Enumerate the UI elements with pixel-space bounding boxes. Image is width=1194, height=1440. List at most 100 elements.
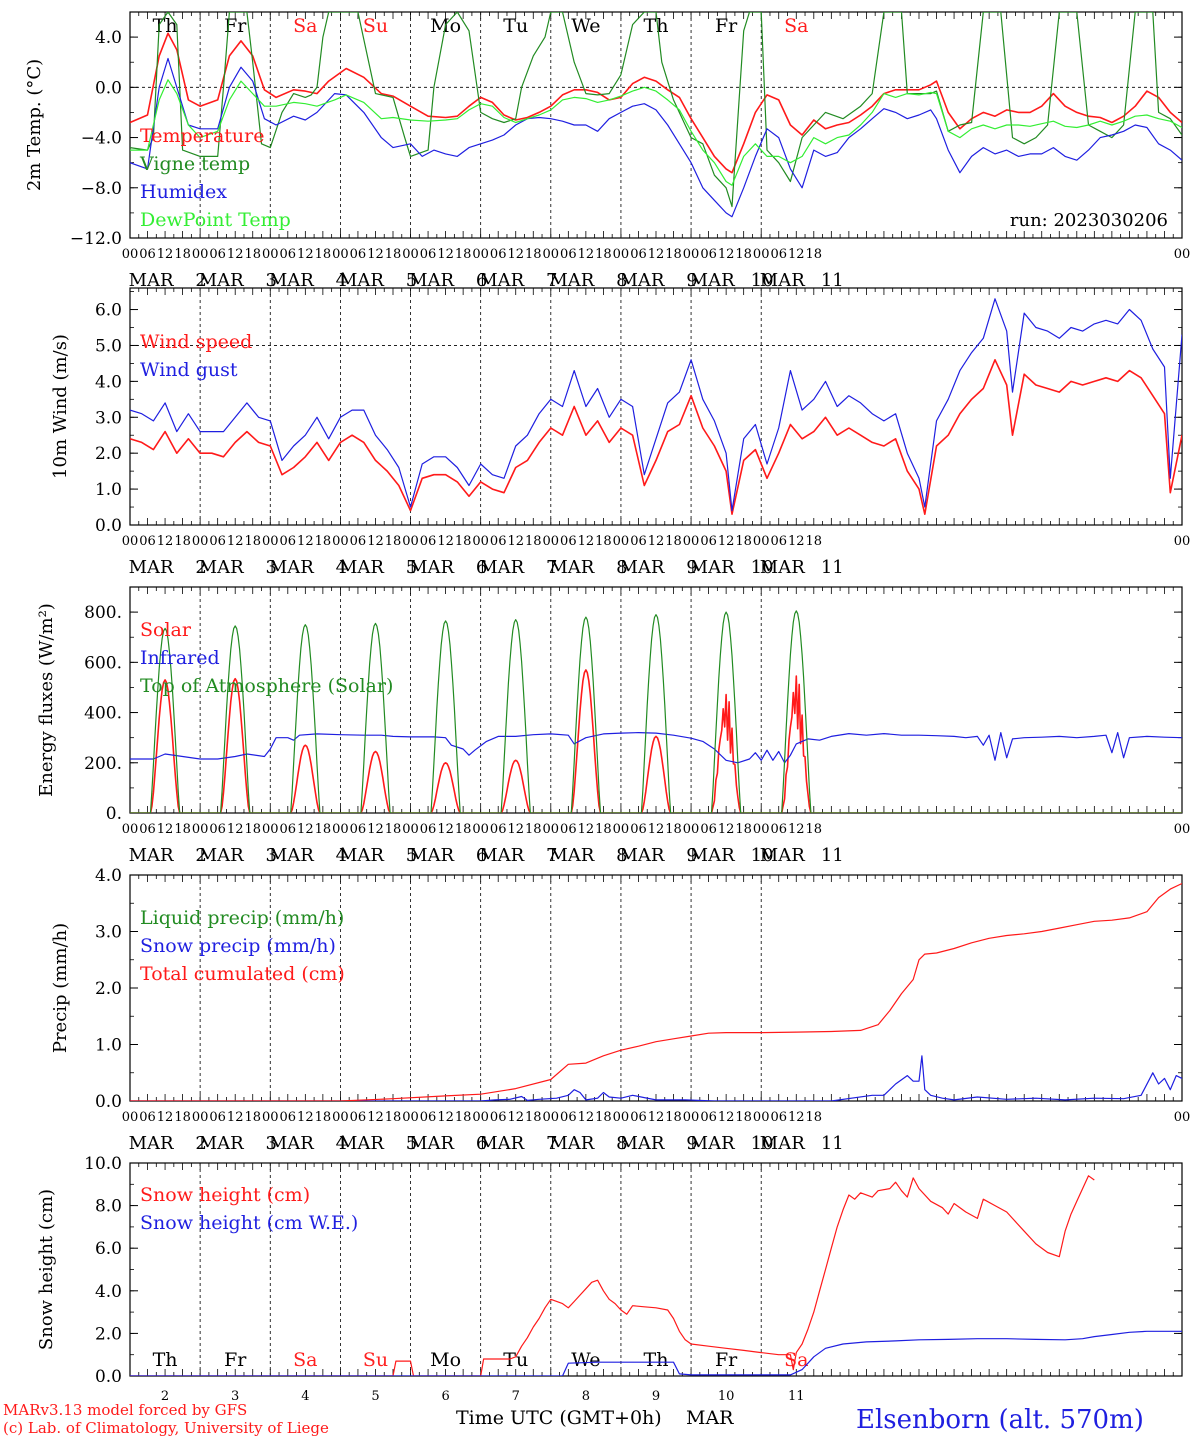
x-hour-tick-label: 12 (788, 534, 805, 549)
x-hour-tick-label: 06 (490, 822, 507, 837)
x-hour-tick-label: 12 (367, 822, 384, 837)
legend-entry: Vigne temp (139, 153, 250, 175)
plot-frame (129, 11, 1183, 239)
y-tick-label: 6.0 (95, 301, 122, 321)
weekday-label: Su (363, 15, 388, 37)
x-month-label: MAR (479, 1133, 524, 1154)
x-date-tick-label: 11 (788, 1389, 805, 1404)
x-hour-tick-label: 00 (472, 822, 489, 837)
x-hour-tick-label: 18 (525, 822, 542, 837)
x-date-label: 6 (476, 270, 487, 291)
y-tick-label: 0.0 (95, 1092, 122, 1112)
x-hour-tick-label: 06 (490, 1110, 507, 1125)
series-group (130, 12, 1182, 218)
x-hour-tick-label: 12 (227, 822, 244, 837)
x-hour-tick-label: 12 (648, 822, 665, 837)
x-hour-tick-label: 12 (507, 534, 524, 549)
x-hour-tick-label: 18 (174, 1110, 191, 1125)
x-hour-tick-label: 06 (209, 822, 226, 837)
x-date-label: 3 (265, 557, 276, 578)
y-tick-label: 0.0 (95, 1367, 122, 1387)
x-hour-tick-label: 18 (806, 822, 823, 837)
x-date-label: 11 (821, 1133, 844, 1154)
x-hour-tick-label: 00 (683, 534, 700, 549)
x-date-label: 8 (616, 1133, 627, 1154)
x-hour-tick-label: 06 (420, 247, 437, 262)
x-month-label: MAR (129, 1133, 174, 1154)
x-month-label: MAR (199, 557, 244, 578)
x-hour-tick-label: 00 (262, 1110, 279, 1125)
legend-entry: Temperature (140, 125, 264, 147)
x-hour-tick-label: 06 (700, 534, 717, 549)
x-month-label: MAR (409, 270, 454, 291)
x-date-label: 2 (195, 270, 206, 291)
y-axis-title: Precip (mm/h) (50, 923, 71, 1053)
series-line-total-cumulated-cm- (130, 882, 1182, 1101)
x-hour-tick-label: 00 (192, 247, 209, 262)
x-date-label: 11 (821, 270, 844, 291)
x-hour-tick-label: 06 (770, 534, 787, 549)
x-date-tick-label: 2 (161, 1389, 169, 1404)
x-hour-tick-label: 06 (420, 534, 437, 549)
x-date-label: 5 (406, 845, 417, 866)
x-hour-tick-label: 12 (788, 247, 805, 262)
x-hour-tick-label: 06 (630, 822, 647, 837)
x-hour-tick-label: 00 (402, 822, 419, 837)
x-hour-tick-label: 06 (280, 1110, 297, 1125)
x-date-label: 4 (336, 845, 347, 866)
x-hour-tick-label: 18 (665, 822, 682, 837)
x-hour-tick-label: 12 (297, 247, 314, 262)
x-hour-tick-label: 00 (753, 1110, 770, 1125)
x-date-label: 3 (265, 1133, 276, 1154)
x-hour-tick-label: 06 (350, 534, 367, 549)
y-tick-label: 800. (84, 603, 122, 623)
x-hour-tick-label: 18 (595, 534, 612, 549)
weekday-label: We (571, 1349, 600, 1371)
x-hour-tick-label: 06 (490, 247, 507, 262)
x-hour-tick-label: 12 (578, 247, 595, 262)
x-date-tick-label: 7 (512, 1389, 520, 1404)
weekday-label: Su (363, 1349, 388, 1371)
y-tick-label: −4.0 (81, 129, 122, 149)
x-hour-tick-label: 06 (350, 1110, 367, 1125)
x-hour-tick-label: 06 (420, 822, 437, 837)
x-hour-tick-label: 18 (665, 534, 682, 549)
y-tick-label: 200. (84, 754, 122, 774)
chart-panel-1: −12.0−8.0−4.00.04.02m Temp. (°C)00 06 12 18… (24, 11, 1190, 291)
x-hour-tick-label: 06 (560, 1110, 577, 1125)
x-date-label: 8 (616, 270, 627, 291)
x-hour-tick-label: 18 (315, 1110, 332, 1125)
x-hour-tick-label: 06 (209, 1110, 226, 1125)
x-month-label: MAR (760, 270, 805, 291)
weekday-label: Fr (715, 1349, 738, 1371)
x-hour-tick-label: 12 (437, 822, 454, 837)
x-hour-tick-label: 12 (227, 247, 244, 262)
series-line-snow-precip-mm-h- (130, 1055, 1182, 1101)
x-hour-tick-label: 12 (157, 822, 174, 837)
x-date-tick-label: 3 (231, 1389, 239, 1404)
series-line-wind-gust (130, 298, 1182, 512)
y-axis-title: Snow height (cm) (36, 1189, 57, 1350)
legend-entry: Infrared (140, 647, 220, 669)
y-tick-label: 8.0 (95, 1197, 122, 1217)
x-date-label: 9 (686, 270, 697, 291)
x-month-label: MAR (199, 270, 244, 291)
x-hour-tick-label: 00 (753, 822, 770, 837)
y-tick-label: 10.0 (84, 1154, 122, 1174)
weekday-label: Sa (293, 1349, 317, 1371)
x-hour-tick-label: 00 (472, 534, 489, 549)
x-date-label: 2 (195, 1133, 206, 1154)
x-hour-tick-label: 06 (630, 247, 647, 262)
x-hour-tick-label: 06 (420, 1110, 437, 1125)
series-line-wind-speed (130, 359, 1182, 515)
y-axis-title: 10m Wind (m/s) (50, 334, 71, 479)
x-hour-tick-label: 00 (122, 1110, 139, 1125)
x-hour-tick-label: 06 (700, 1110, 717, 1125)
legend-entry: Liquid precip (mm/h) (140, 907, 344, 929)
x-hour-tick-label: 06 (139, 534, 156, 549)
x-hour-tick-label: 18 (315, 822, 332, 837)
x-hour-tick-label: 18 (244, 1110, 261, 1125)
x-month-label: MAR (269, 270, 314, 291)
weekday-label: Fr (224, 1349, 247, 1371)
x-date-tick-label: 6 (441, 1389, 449, 1404)
